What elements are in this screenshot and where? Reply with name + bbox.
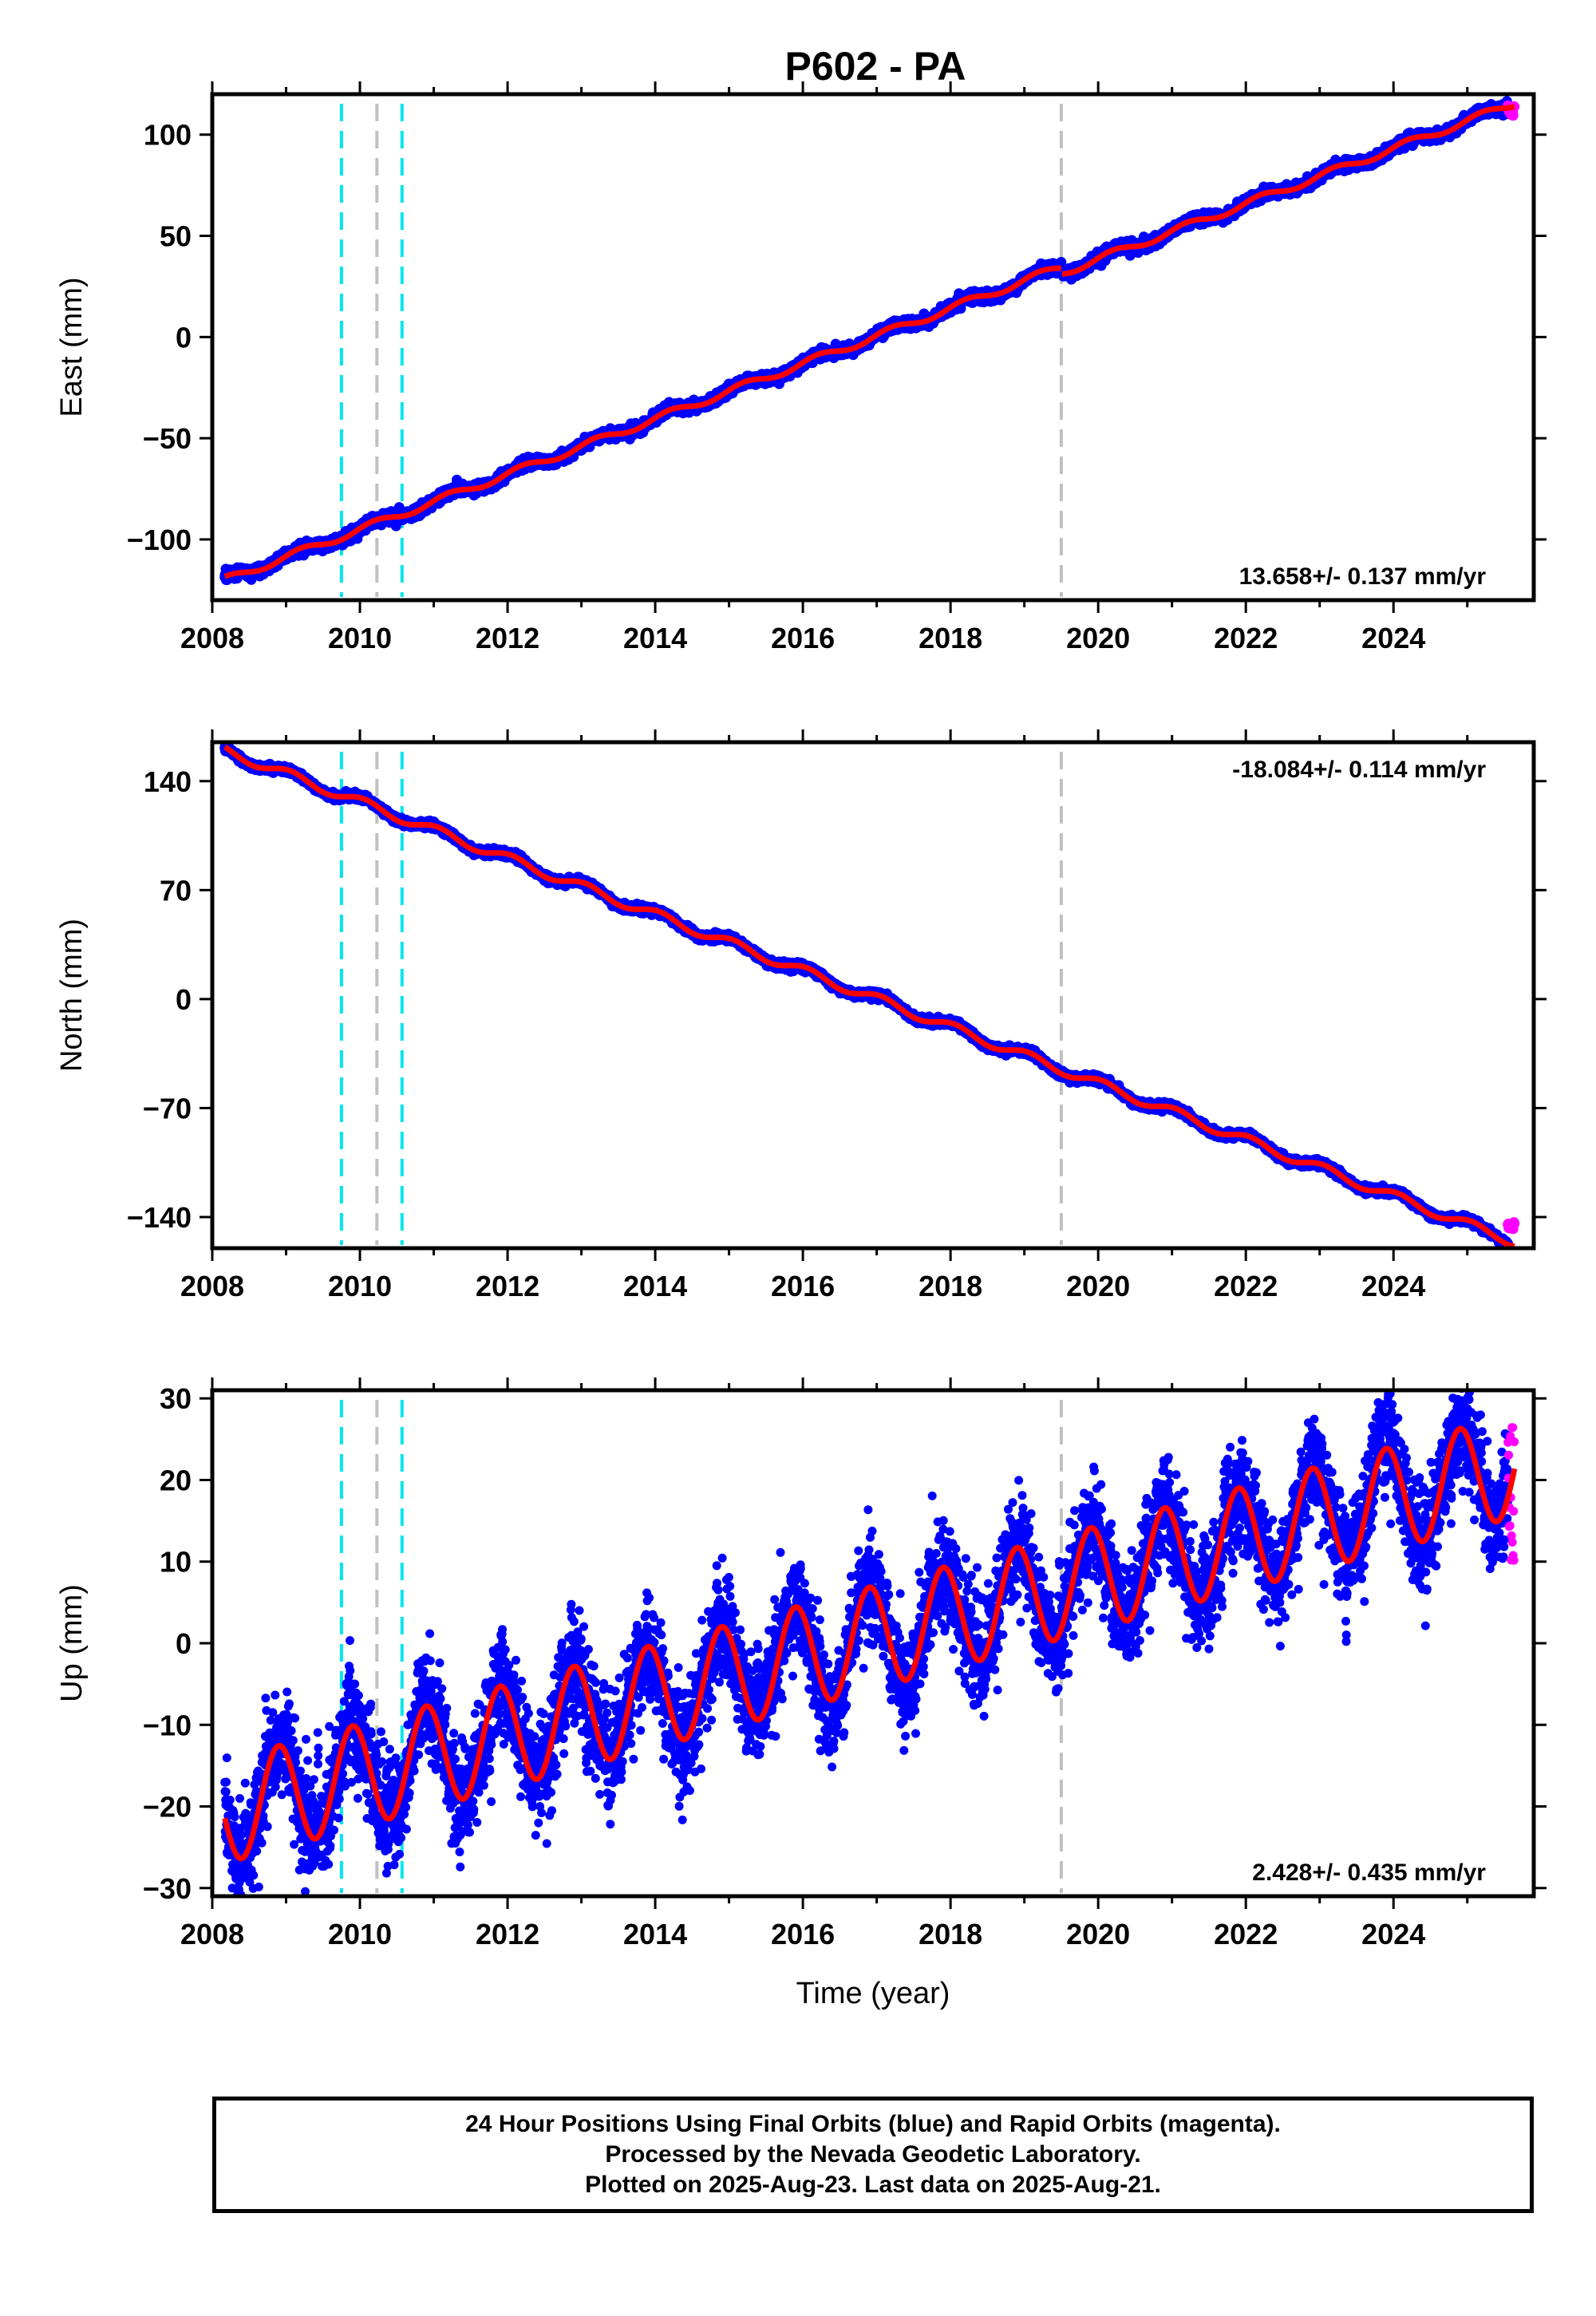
east-panel: 2008 2010 2012 2014 2016 2018 2020 2022 2024−100… xyxy=(55,81,1547,654)
figure-title: P602 - PA xyxy=(785,44,966,89)
event-markers xyxy=(339,104,1063,597)
